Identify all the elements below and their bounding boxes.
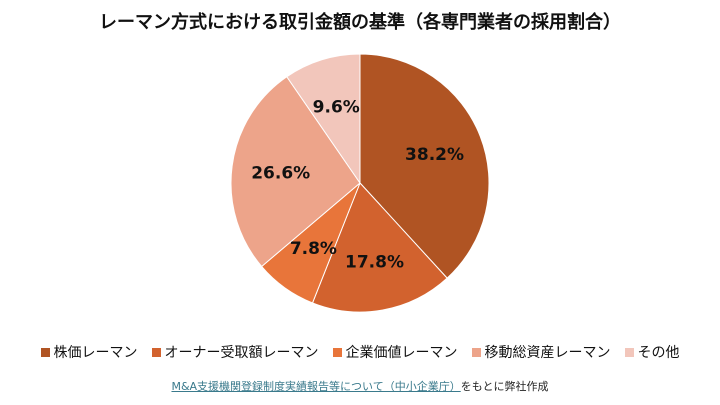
legend-swatch: [332, 347, 342, 357]
legend: 株価レーマン オーナー受取額レーマン 企業価値レーマン 移動総資産レーマン その他: [0, 342, 720, 362]
legend-swatch: [471, 347, 481, 357]
data-label: 7.8%: [290, 239, 337, 259]
legend-label: 企業価値レーマン: [345, 345, 458, 361]
legend-item: オーナー受取額レーマン: [151, 342, 319, 362]
data-label: 38.2%: [405, 145, 464, 165]
legend-label: 株価レーマン: [53, 345, 138, 361]
legend-item: 株価レーマン: [40, 342, 138, 362]
data-label: 26.6%: [251, 163, 310, 183]
data-label: 9.6%: [313, 98, 360, 118]
chart-title: レーマン方式における取引金額の基準（各専門業者の採用割合）: [99, 12, 621, 33]
data-label: 17.8%: [345, 253, 404, 273]
pie-slice: [359, 53, 490, 279]
source-link[interactable]: M&A支援機関登録制度実績報告等について（中小企業庁）: [171, 380, 461, 393]
pie-slice: [311, 182, 448, 313]
legend-swatch: [624, 347, 634, 357]
legend-label: その他: [637, 345, 680, 361]
pie-slice: [230, 76, 361, 268]
legend-swatch: [151, 347, 161, 357]
pie-slice: [286, 53, 361, 185]
legend-label: 移動総資産レーマン: [484, 345, 611, 361]
legend-label: オーナー受取額レーマン: [164, 345, 319, 361]
legend-item: 移動総資産レーマン: [471, 342, 611, 362]
source-note: M&A支援機関登録制度実績報告等について（中小企業庁）をもとに弊社作成: [0, 378, 720, 394]
legend-item: 企業価値レーマン: [332, 342, 458, 362]
source-suffix: をもとに弊社作成: [460, 380, 549, 393]
legend-item: その他: [624, 342, 680, 362]
legend-swatch: [40, 347, 50, 357]
